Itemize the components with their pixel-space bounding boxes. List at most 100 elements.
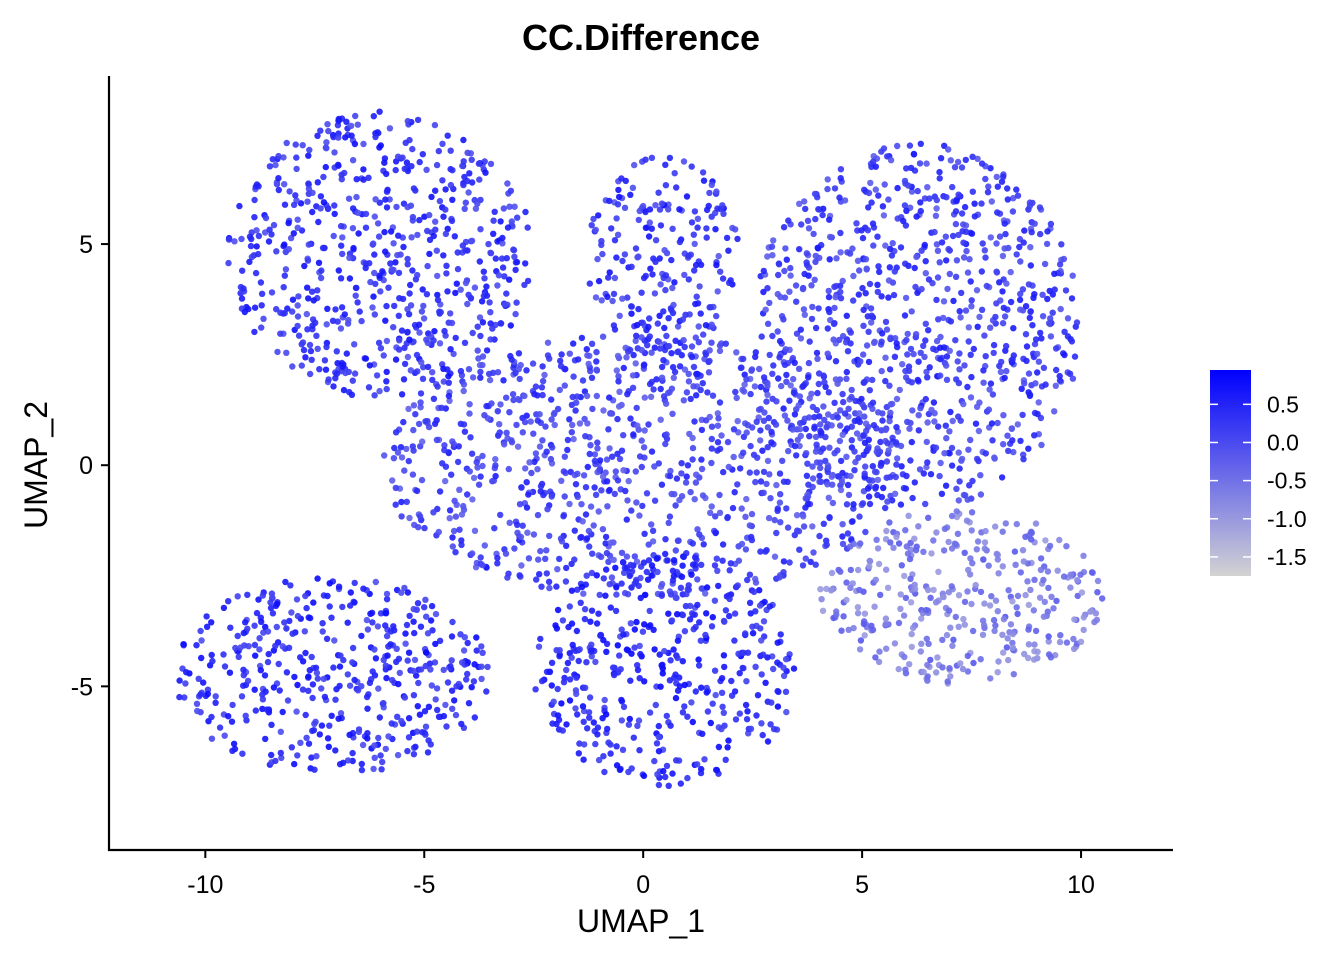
cell-point bbox=[683, 193, 691, 200]
cell-point bbox=[726, 612, 733, 620]
cell-point bbox=[489, 325, 496, 332]
cell-point bbox=[556, 555, 563, 563]
cell-point bbox=[766, 603, 773, 610]
cell-point bbox=[797, 425, 804, 433]
cell-point bbox=[452, 513, 460, 520]
cell-point bbox=[251, 214, 258, 221]
cell-point bbox=[518, 484, 525, 491]
cell-point bbox=[289, 630, 296, 637]
cell-point bbox=[966, 571, 974, 578]
cell-point bbox=[502, 301, 509, 308]
cell-point bbox=[525, 491, 532, 498]
cell-point bbox=[542, 423, 549, 430]
cell-point bbox=[850, 272, 857, 280]
cell-point bbox=[485, 370, 493, 378]
cell-point bbox=[272, 161, 279, 169]
cell-point bbox=[825, 411, 832, 418]
cell-point bbox=[873, 536, 880, 543]
cell-point bbox=[521, 281, 528, 289]
cell-point bbox=[764, 391, 771, 398]
cell-point bbox=[837, 282, 844, 289]
cell-point bbox=[362, 264, 369, 272]
cell-point bbox=[603, 648, 610, 655]
cell-point bbox=[1002, 520, 1009, 527]
cell-point bbox=[474, 464, 481, 471]
cell-point bbox=[907, 345, 915, 353]
cell-point bbox=[500, 377, 507, 384]
cell-point bbox=[434, 272, 441, 280]
cell-point bbox=[592, 294, 600, 301]
cell-point bbox=[583, 346, 590, 353]
cell-point bbox=[586, 714, 593, 721]
cell-point bbox=[1003, 280, 1010, 287]
cell-point bbox=[627, 191, 634, 198]
cell-point bbox=[471, 284, 479, 291]
cell-point bbox=[758, 720, 765, 727]
cell-point bbox=[413, 672, 420, 679]
cell-point bbox=[803, 450, 810, 457]
cell-point bbox=[752, 349, 759, 356]
cell-point bbox=[376, 108, 383, 115]
cell-point bbox=[264, 628, 272, 635]
cell-point bbox=[468, 450, 476, 457]
cell-point bbox=[536, 571, 543, 578]
cell-point bbox=[314, 575, 321, 582]
cell-point bbox=[468, 237, 476, 244]
cell-point bbox=[658, 580, 666, 588]
cell-point bbox=[479, 462, 486, 470]
cell-point bbox=[586, 543, 593, 550]
cell-point bbox=[891, 490, 899, 497]
cell-point bbox=[978, 306, 986, 313]
cell-point bbox=[402, 640, 409, 647]
cell-point bbox=[598, 237, 605, 245]
cell-point bbox=[225, 598, 232, 605]
cell-point bbox=[558, 351, 565, 358]
cell-point bbox=[978, 200, 985, 207]
cell-point bbox=[982, 450, 989, 457]
cell-point bbox=[585, 709, 593, 716]
cell-point bbox=[401, 584, 408, 592]
cell-point bbox=[973, 546, 980, 553]
cell-point bbox=[933, 196, 940, 204]
cell-point bbox=[349, 749, 356, 757]
cell-point bbox=[964, 383, 971, 391]
cell-point bbox=[702, 631, 709, 639]
cell-point bbox=[448, 471, 455, 478]
cell-point bbox=[662, 773, 669, 781]
cell-point bbox=[379, 758, 386, 766]
cell-point bbox=[640, 772, 648, 780]
cell-point bbox=[658, 592, 665, 599]
cell-point bbox=[1031, 220, 1038, 227]
cell-point bbox=[873, 448, 880, 455]
cell-point bbox=[416, 711, 424, 718]
cell-point bbox=[760, 288, 767, 296]
cell-point bbox=[325, 205, 332, 212]
cell-point bbox=[419, 286, 426, 293]
cell-point bbox=[412, 411, 419, 418]
cell-point bbox=[427, 666, 434, 673]
cell-point bbox=[471, 527, 479, 534]
y-tick-label: -5 bbox=[71, 673, 93, 701]
legend-label: 0.0 bbox=[1267, 429, 1299, 455]
cell-point bbox=[374, 623, 382, 630]
cell-point bbox=[398, 717, 405, 725]
cell-point bbox=[943, 376, 951, 383]
cell-point bbox=[886, 417, 893, 425]
cell-point bbox=[247, 242, 255, 250]
cell-point bbox=[789, 426, 796, 433]
cell-point bbox=[857, 637, 865, 644]
cell-point bbox=[966, 256, 973, 263]
cell-point bbox=[672, 694, 680, 702]
cell-point bbox=[679, 553, 687, 560]
cell-point bbox=[593, 620, 601, 627]
cell-point bbox=[431, 659, 439, 666]
cell-point bbox=[660, 308, 667, 315]
cell-point bbox=[703, 689, 710, 696]
cell-point bbox=[208, 735, 216, 742]
cell-point bbox=[667, 657, 674, 664]
cell-point bbox=[548, 416, 555, 423]
cell-point bbox=[294, 322, 301, 330]
cell-point bbox=[698, 561, 705, 568]
cell-point bbox=[577, 599, 584, 606]
cell-point bbox=[275, 186, 282, 194]
